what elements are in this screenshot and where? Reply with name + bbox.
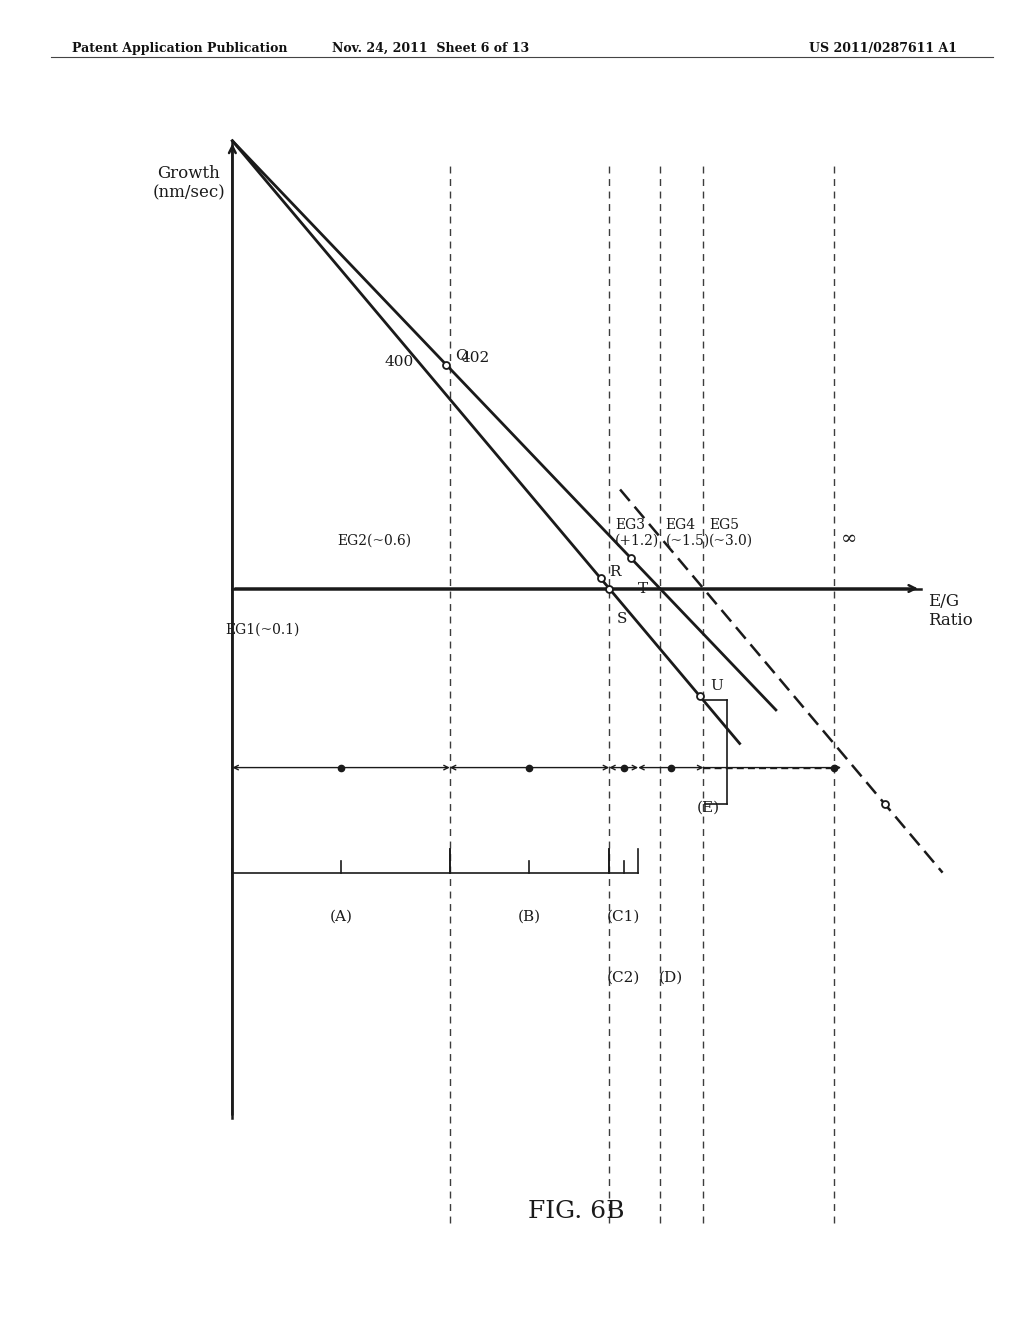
Text: 400: 400 bbox=[385, 355, 414, 370]
Text: (B): (B) bbox=[518, 909, 541, 924]
Text: (C2): (C2) bbox=[607, 972, 640, 985]
Text: U: U bbox=[711, 680, 724, 693]
Text: R: R bbox=[609, 565, 621, 578]
Text: (E): (E) bbox=[697, 801, 720, 814]
Text: T: T bbox=[638, 582, 648, 597]
Text: S: S bbox=[616, 612, 627, 627]
Text: EG4
(~1.5): EG4 (~1.5) bbox=[666, 517, 710, 548]
Text: 402: 402 bbox=[461, 351, 489, 366]
Text: Patent Application Publication: Patent Application Publication bbox=[72, 42, 287, 55]
Text: Q: Q bbox=[455, 348, 468, 362]
Text: EG3
(+1.2): EG3 (+1.2) bbox=[615, 517, 659, 548]
Text: (A): (A) bbox=[330, 909, 352, 924]
Text: US 2011/0287611 A1: US 2011/0287611 A1 bbox=[809, 42, 957, 55]
Text: EG2(~0.6): EG2(~0.6) bbox=[338, 533, 412, 548]
Text: Nov. 24, 2011  Sheet 6 of 13: Nov. 24, 2011 Sheet 6 of 13 bbox=[332, 42, 528, 55]
Text: EG5
(~3.0): EG5 (~3.0) bbox=[710, 517, 754, 548]
Text: (D): (D) bbox=[658, 972, 683, 985]
Text: FIG. 6B: FIG. 6B bbox=[528, 1200, 625, 1224]
Text: EG1(~0.1): EG1(~0.1) bbox=[225, 623, 299, 636]
Text: ∞: ∞ bbox=[841, 529, 857, 548]
Text: Growth
(nm/sec): Growth (nm/sec) bbox=[153, 165, 225, 202]
Text: (C1): (C1) bbox=[607, 909, 640, 924]
Text: E/G
Ratio: E/G Ratio bbox=[928, 593, 973, 630]
